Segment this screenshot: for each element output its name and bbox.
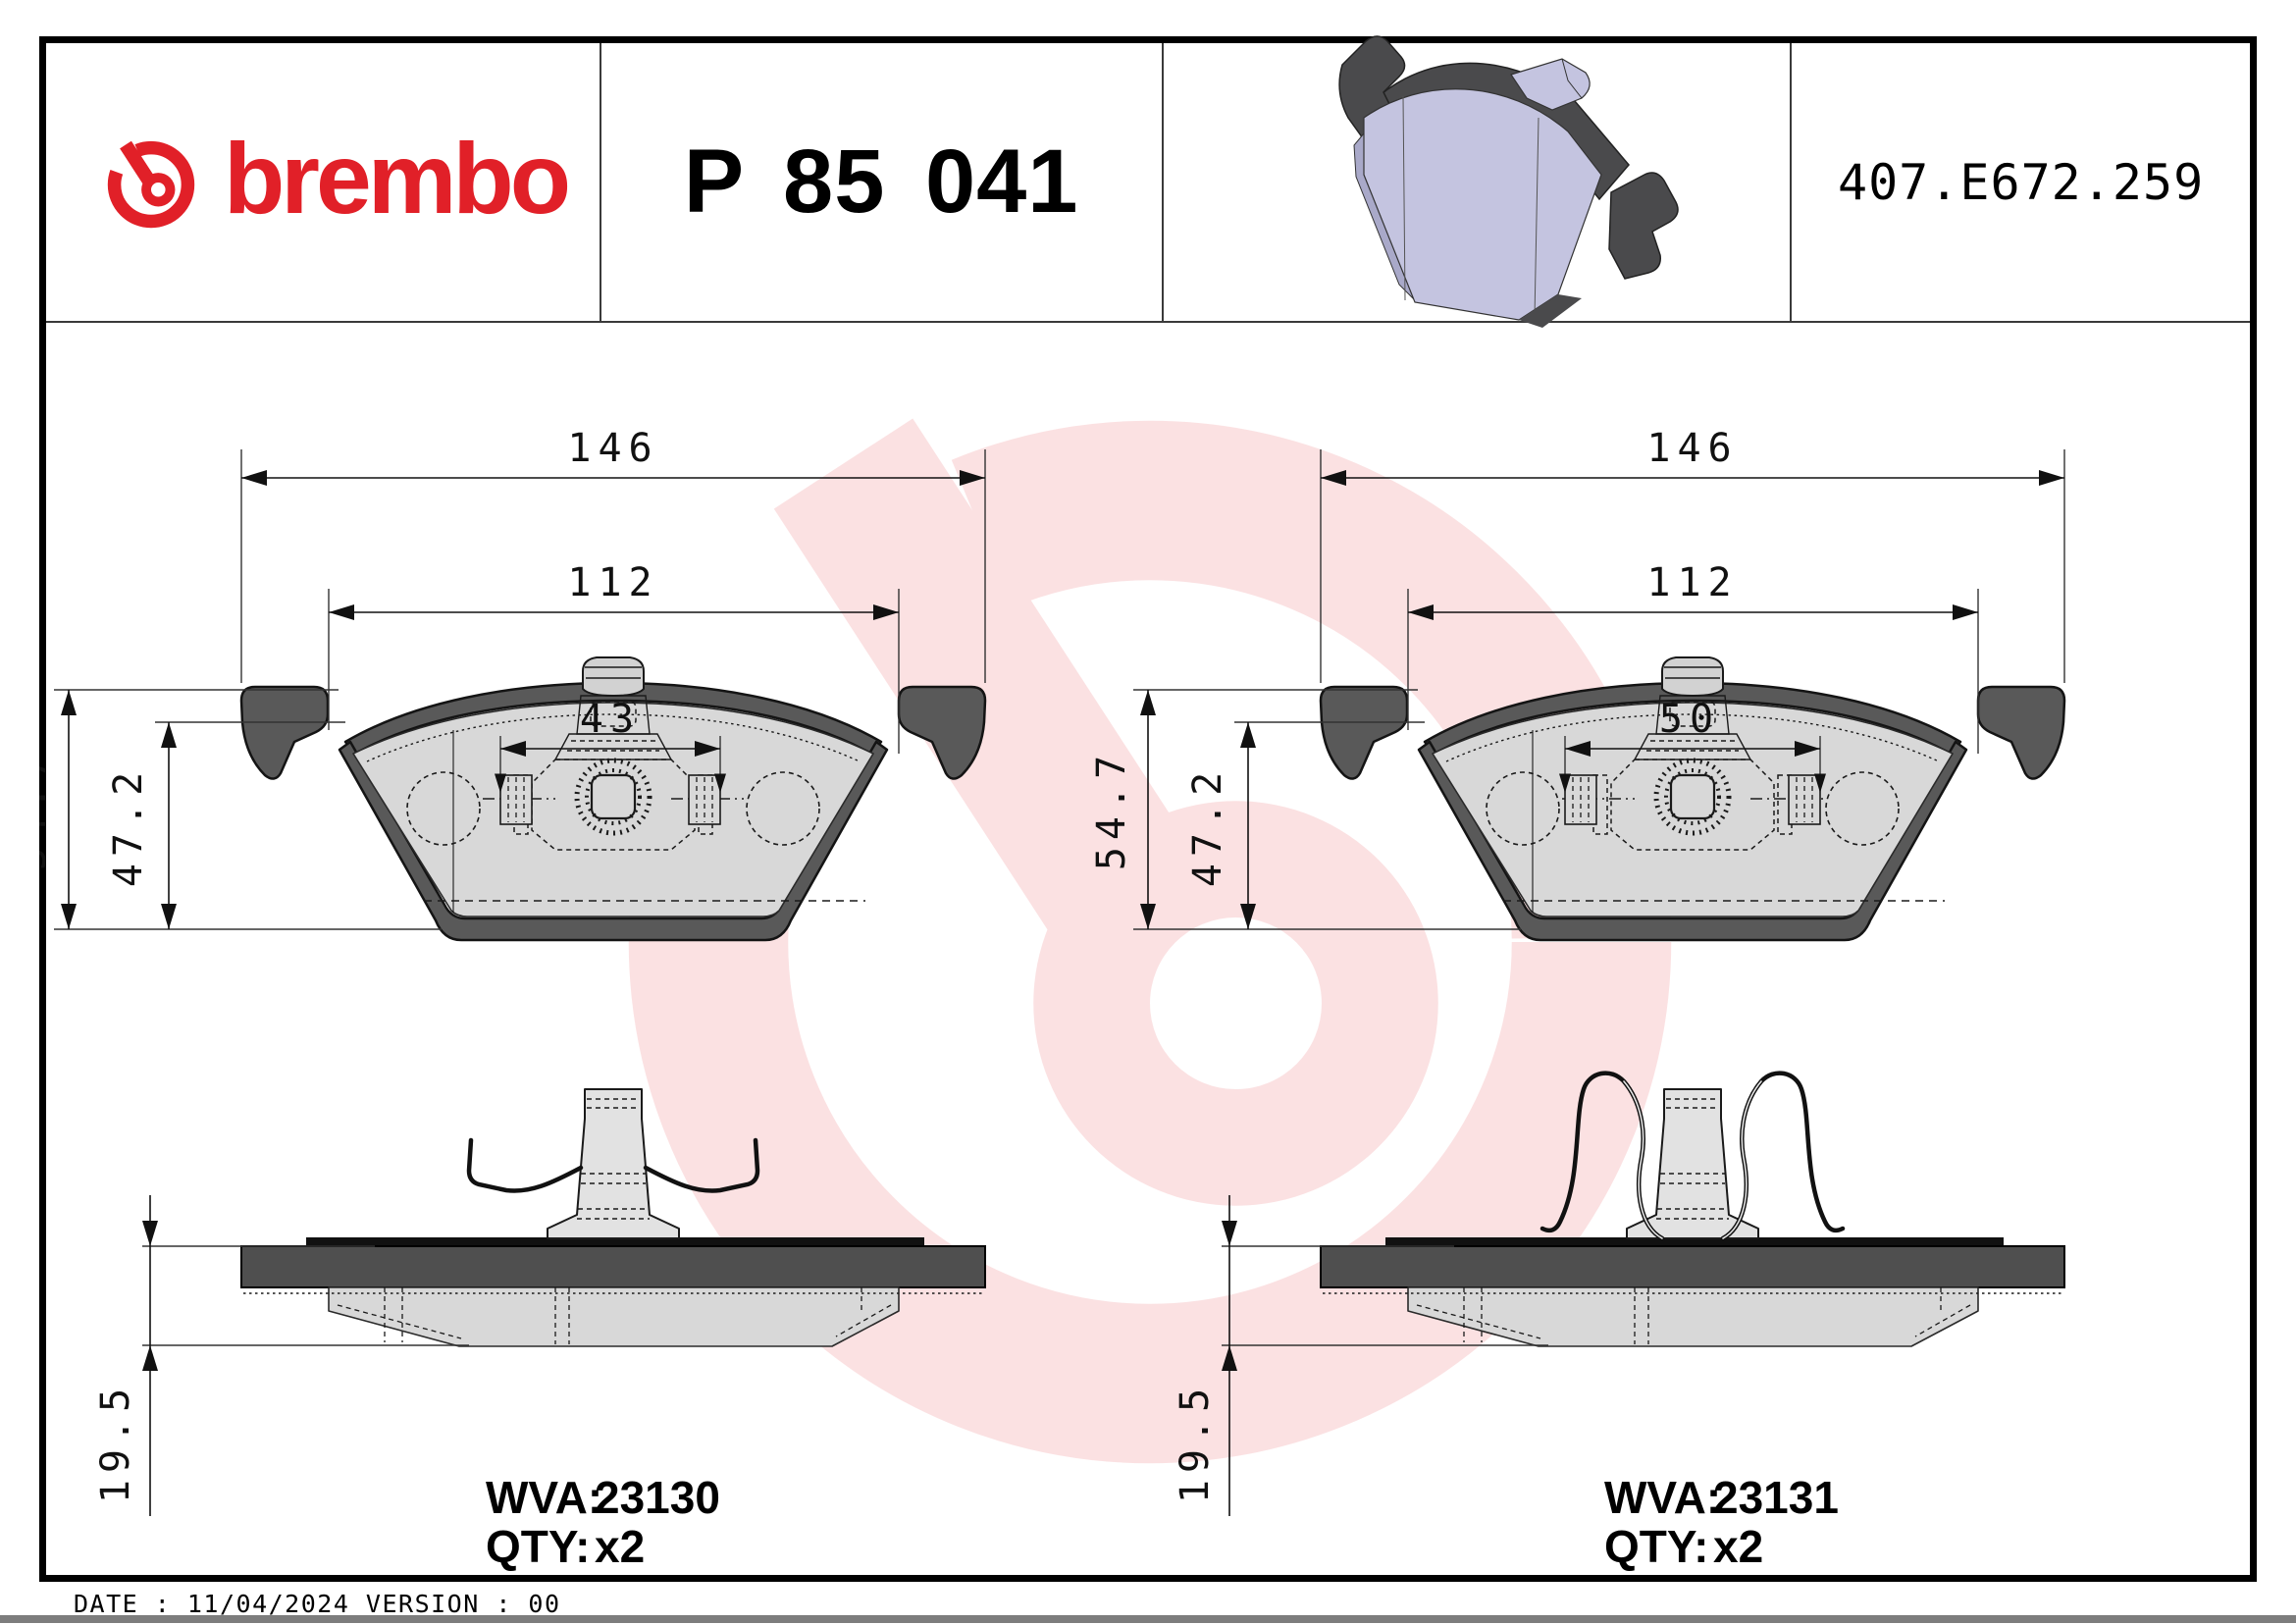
brembo-mark-icon [100,131,202,234]
right-pad-dimensions: 146 112 50 54.7 47.2 [1089,426,2065,930]
left-pad-labels: WVA: 23130 QTY: x2 [486,1472,720,1572]
wva-label: WVA: [486,1472,602,1523]
dim-thickness: 19.5 [93,1382,138,1503]
pad-3d-cell [1164,43,1793,321]
page-edge-strip [0,1615,2296,1623]
left-pad-side-view [240,1088,986,1347]
brake-pad-3d-view-icon [1338,35,1679,328]
brembo-logo: brembo [100,122,571,235]
right-pad-side-view [1320,1071,2065,1347]
dim-clip-span: 43 [580,697,641,742]
wva-number: 23131 [1713,1472,1839,1523]
title-block: brembo P 85 041 407.E672.259 [46,43,2250,323]
left-pad-dimensions: 146 112 43 54.7 47.2 [39,426,986,930]
wva-number: 23130 [595,1472,720,1523]
catalog-number-cell: 407.E672.259 [1792,43,2250,321]
qty-value: x2 [1713,1521,1763,1572]
dim-overall-width: 146 [1646,426,1738,471]
part-number-cell: P 85 041 [601,43,1164,321]
revision-line: DATE : 11/04/2024 VERSION : 00 [74,1590,561,1618]
sheet-border: brembo P 85 041 407.E672.259 [39,36,2257,1582]
part-number: P 85 041 [683,131,1079,232]
dim-pad-height: 47.2 [106,765,151,887]
dim-clip-span: 50 [1659,697,1720,742]
dim-pad-width: 112 [567,560,658,605]
left-thickness-dimension: 19.5 [93,1195,469,1516]
dim-overall-height: 54.7 [1089,749,1134,870]
wva-label: WVA: [1604,1472,1721,1523]
right-pad-labels: WVA: 23131 QTY: x2 [1604,1472,1839,1572]
qty-label: QTY: [486,1521,590,1572]
technical-drawing: 146 112 43 54.7 47.2 [39,316,2257,1572]
dim-thickness: 19.5 [1173,1382,1218,1503]
qty-label: QTY: [1604,1521,1708,1572]
dim-overall-height: 54.7 [39,749,55,870]
catalog-number: 407.E672.259 [1837,153,2205,211]
dim-overall-width: 146 [567,426,658,471]
dim-pad-width: 112 [1646,560,1738,605]
right-thickness-dimension: 19.5 [1173,1195,1548,1516]
dim-pad-height: 47.2 [1185,765,1230,887]
qty-value: x2 [595,1521,645,1572]
brand-wordmark: brembo [224,122,571,235]
logo-cell: brembo [46,43,601,321]
